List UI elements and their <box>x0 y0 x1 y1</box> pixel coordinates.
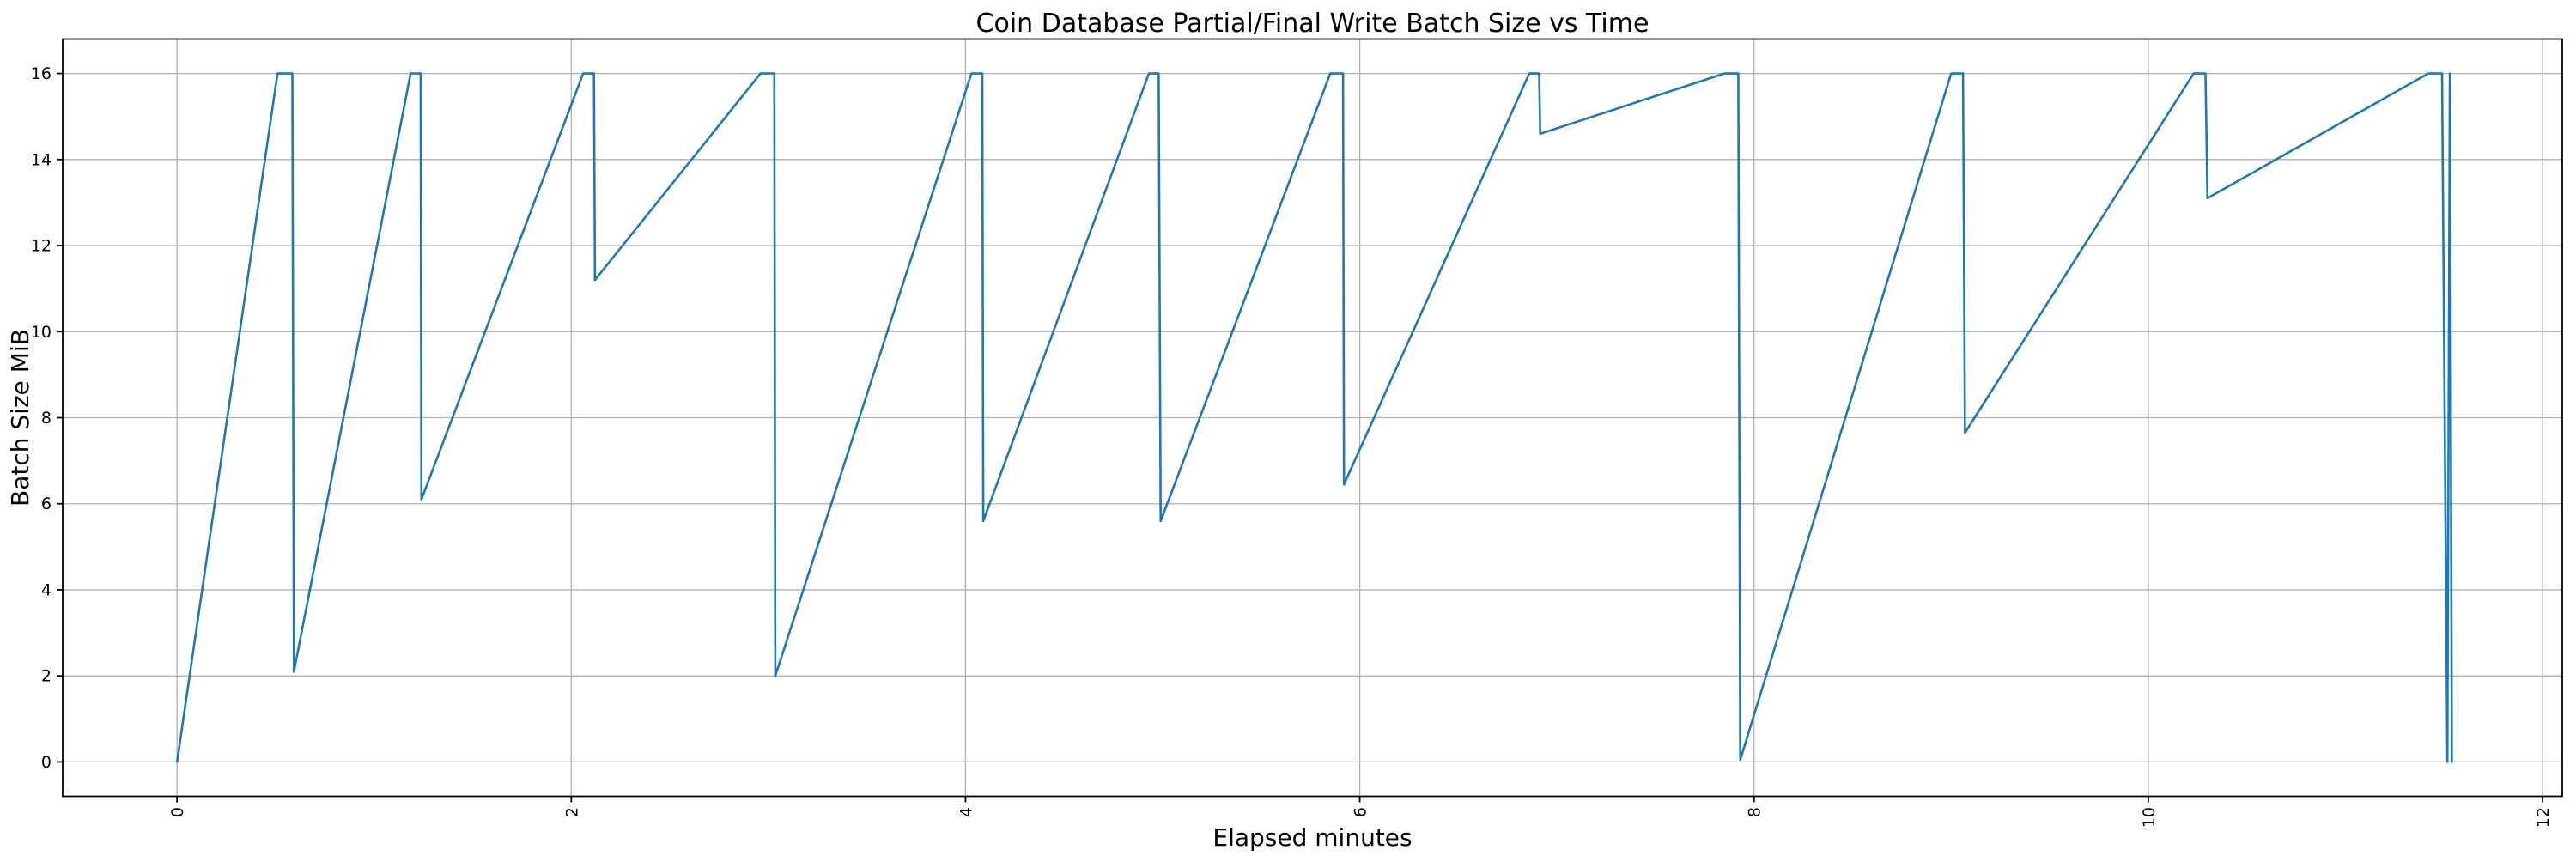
x-tick-label: 4 <box>957 807 975 817</box>
x-axis-ticks: 0 2 4 6 8 10 12 <box>168 796 2553 828</box>
y-tick-label: 2 <box>41 667 52 686</box>
x-tick-label: 2 <box>562 807 581 817</box>
y-axis-ticks: 0 2 4 6 8 10 12 14 16 <box>31 64 63 772</box>
y-axis-label: Batch Size MiB <box>6 329 34 507</box>
y-tick-label: 4 <box>41 580 52 599</box>
x-tick-label: 8 <box>1746 807 1765 817</box>
x-tick-label: 0 <box>168 807 187 817</box>
grid <box>63 39 2562 797</box>
x-tick-label: 6 <box>1352 807 1370 817</box>
x-tick-label: 12 <box>2534 807 2553 828</box>
y-tick-label: 6 <box>41 495 52 513</box>
y-tick-label: 10 <box>31 323 52 342</box>
x-axis-label: Elapsed minutes <box>1212 823 1412 852</box>
x-tick-label: 10 <box>2140 807 2159 828</box>
y-tick-label: 12 <box>31 237 52 256</box>
y-tick-label: 8 <box>41 409 52 428</box>
y-tick-label: 14 <box>31 150 52 169</box>
data-line <box>175 72 2453 763</box>
chart-title: Coin Database Partial/Final Write Batch … <box>976 9 1649 39</box>
y-tick-label: 0 <box>41 753 52 772</box>
y-tick-label: 16 <box>31 64 52 83</box>
